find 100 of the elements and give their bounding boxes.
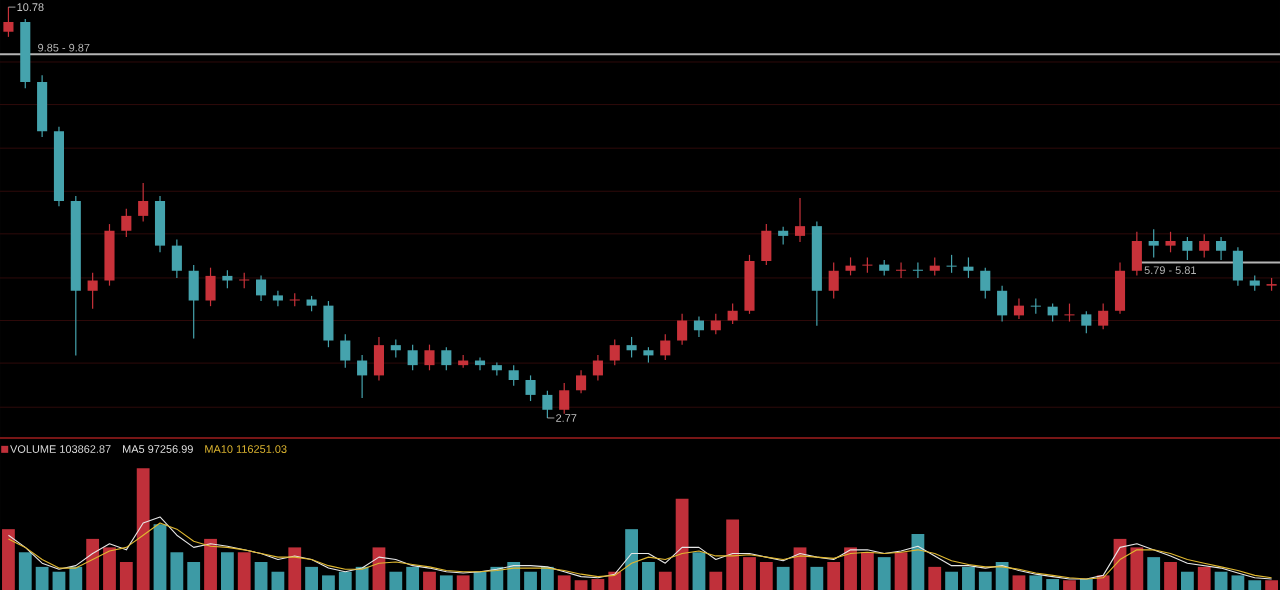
bar <box>1231 575 1245 590</box>
bar <box>776 566 790 590</box>
candlestick <box>912 261 923 279</box>
candlestick <box>660 333 671 361</box>
bar <box>1147 557 1161 590</box>
text: MA5 97256.99 <box>123 445 193 453</box>
candlestick <box>693 315 705 338</box>
bar <box>675 498 689 590</box>
bar <box>625 529 638 590</box>
bar <box>338 571 352 590</box>
candlestick <box>980 267 991 300</box>
candlestick <box>491 361 502 377</box>
bar <box>288 547 302 590</box>
bar <box>18 552 32 590</box>
candlestick <box>121 208 132 238</box>
candlestick <box>1098 302 1109 330</box>
bar <box>187 562 201 590</box>
bar <box>220 552 234 590</box>
bar <box>423 571 436 590</box>
text: MA10 116251.03 <box>205 445 287 453</box>
bar <box>439 575 453 590</box>
band-label: 5.79 - 5.81 <box>1144 266 1196 275</box>
bar <box>389 571 403 590</box>
candlestick <box>896 261 907 279</box>
bar <box>726 519 740 590</box>
candlestick <box>424 344 435 371</box>
bar <box>254 562 268 590</box>
bar <box>709 571 723 590</box>
bar <box>35 566 49 590</box>
bar <box>642 562 655 590</box>
bar <box>962 566 975 590</box>
bar <box>1012 575 1026 590</box>
bar <box>759 562 773 590</box>
candlestick <box>1013 297 1025 320</box>
bar <box>456 575 470 590</box>
bar <box>608 571 622 590</box>
bar <box>928 566 942 590</box>
candlestick <box>727 302 738 325</box>
candlestick <box>626 336 637 359</box>
bar <box>1029 575 1043 590</box>
bar <box>1063 580 1076 590</box>
candlestick <box>1199 233 1210 259</box>
candlestick <box>1148 228 1159 259</box>
bar <box>844 547 857 590</box>
candlestick <box>710 313 721 335</box>
candlestick <box>542 390 553 419</box>
bar <box>2 529 15 590</box>
candlestick <box>340 333 351 369</box>
candlestick <box>256 274 267 302</box>
candlestick <box>87 272 98 310</box>
bar <box>945 571 958 590</box>
bar <box>877 557 891 590</box>
candlestick <box>609 338 620 366</box>
bar <box>1180 571 1194 590</box>
candlestick <box>138 182 149 223</box>
candlestick <box>794 197 806 243</box>
bar <box>827 562 841 590</box>
bar <box>86 538 100 590</box>
bar <box>1164 562 1177 590</box>
candlestick <box>1216 236 1227 261</box>
bar <box>743 557 756 590</box>
bar <box>322 575 335 590</box>
bar <box>540 566 554 590</box>
bar <box>103 547 116 590</box>
candlestick <box>559 382 570 415</box>
candlestick <box>441 346 452 371</box>
bar <box>69 566 83 590</box>
candlestick <box>1182 236 1193 261</box>
bar <box>355 566 369 590</box>
bar <box>1079 579 1093 590</box>
bar <box>591 579 605 590</box>
bar <box>894 552 908 590</box>
bar <box>995 562 1009 590</box>
candlestick <box>272 290 283 307</box>
legend-label: VOLUME 103862.87 <box>10 445 111 453</box>
candlestick <box>963 256 974 279</box>
candlestick <box>828 261 839 300</box>
bar <box>1265 580 1278 590</box>
annotation: 2.77 <box>556 414 577 422</box>
bar <box>810 566 824 590</box>
bar <box>860 552 874 590</box>
bar <box>52 571 66 590</box>
bar <box>136 468 150 590</box>
bar <box>658 571 672 590</box>
bar <box>473 571 487 590</box>
candlestick <box>1081 310 1092 334</box>
bar <box>153 524 167 590</box>
bar <box>1248 580 1262 590</box>
bar <box>574 580 588 590</box>
bar <box>1214 571 1228 590</box>
bar <box>1197 566 1211 590</box>
candlestick <box>508 364 519 387</box>
candlestick <box>357 354 368 399</box>
candlestick <box>525 374 536 402</box>
bar <box>692 552 706 590</box>
bar <box>204 538 217 590</box>
candlestick <box>1165 231 1176 253</box>
bar <box>170 552 184 590</box>
candlestick <box>576 369 587 394</box>
bar <box>1046 579 1060 590</box>
